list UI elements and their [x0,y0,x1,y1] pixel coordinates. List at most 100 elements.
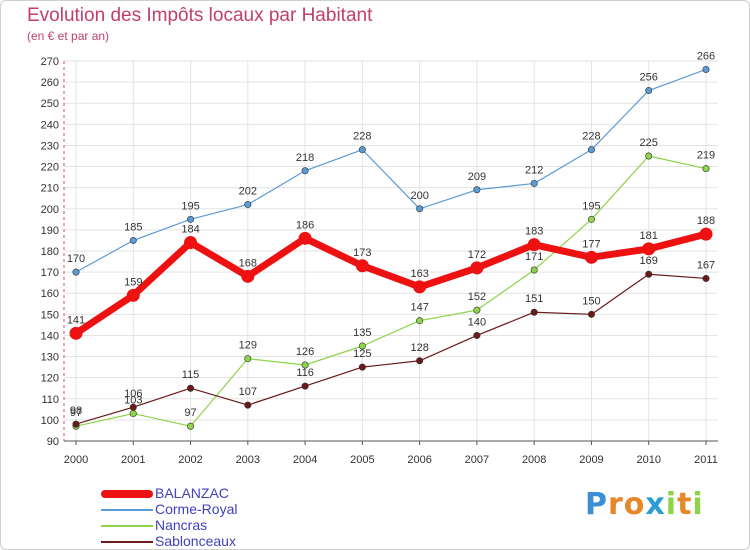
data-label-balanzac: 163 [410,268,428,280]
y-tick-label: 240 [41,119,59,131]
logo-letter: i [692,487,704,522]
data-label-corme-royal: 195 [181,200,199,212]
data-point-nancras [530,266,538,274]
data-point-sablonceaux [129,403,137,411]
data-label-sablonceaux: 140 [468,316,486,328]
data-label-corme-royal: 228 [582,131,600,143]
y-tick-label: 270 [41,56,59,68]
data-label-corme-royal: 256 [640,72,658,84]
legend-label: Corme-Royal [155,501,238,517]
legend-item-balanzac: BALANZAC [101,485,301,502]
data-label-nancras: 171 [525,251,543,263]
data-label-nancras: 103 [124,395,142,407]
logo-letter: r [608,487,624,522]
data-point-balanzac [298,231,312,245]
legend-item-corme-royal: Corme-Royal [101,501,301,518]
data-point-sablonceaux [358,363,366,371]
data-point-balanzac [699,227,713,241]
y-tick-label: 210 [41,183,59,195]
series-line-balanzac [72,230,710,337]
data-point-nancras [358,342,366,350]
data-point-sablonceaux [473,331,481,339]
y-tick-label: 250 [41,98,59,110]
data-point-balanzac [126,288,140,302]
logo-letter: x [645,487,666,522]
data-label-nancras: 135 [353,327,371,339]
y-tick-label: 130 [41,352,59,364]
data-point-nancras [587,215,595,223]
data-point-sablonceaux [530,308,538,316]
data-label-sablonceaux: 151 [525,293,543,305]
logo-letter: t [677,487,693,522]
data-label-sablonceaux: 150 [582,295,600,307]
legend-swatch [101,509,153,511]
data-label-nancras: 195 [582,200,600,212]
data-point-corme-royal [129,236,137,244]
data-point-nancras [645,152,653,160]
x-tick-label: 2001 [121,454,145,466]
data-label-balanzac: 159 [124,276,142,288]
data-label-corme-royal: 200 [410,190,428,202]
series-line-sablonceaux [75,273,707,425]
y-tick-label: 150 [41,309,59,321]
proxiti-logo: Proxiti [585,487,704,522]
data-label-balanzac: 188 [697,215,715,227]
data-label-corme-royal: 212 [525,164,543,176]
data-label-sablonceaux: 107 [239,386,257,398]
data-point-corme-royal [702,65,710,73]
data-label-corme-royal: 209 [468,171,486,183]
data-label-balanzac: 186 [296,219,314,231]
x-tick-label: 2009 [579,454,603,466]
data-point-corme-royal [72,268,80,276]
data-point-corme-royal [530,179,538,187]
data-point-sablonceaux [702,274,710,282]
y-tick-label: 100 [41,415,59,427]
data-label-sablonceaux: 167 [697,259,715,271]
y-tick-label: 230 [41,140,59,152]
x-tick-label: 2008 [522,454,546,466]
x-tick-label: 2000 [64,454,88,466]
data-label-corme-royal: 185 [124,221,142,233]
logo-letter: o [623,487,646,522]
legend-item-sablonceaux: Sablonceaux [101,533,301,549]
data-point-sablonceaux [587,310,595,318]
logo-letter: P [585,487,608,522]
y-tick-label: 220 [41,162,59,174]
legend-label: Sablonceaux [155,533,236,549]
data-label-sablonceaux: 128 [410,342,428,354]
legend-label: Nancras [155,517,208,533]
data-point-balanzac [642,242,656,256]
data-label-corme-royal: 266 [697,50,715,62]
data-point-balanzac [470,261,484,275]
legend: BALANZAC Corme-Royal Nancras Sablonceaux [101,485,301,549]
x-tick-label: 2010 [636,454,660,466]
data-point-sablonceaux [645,270,653,278]
data-label-nancras: 152 [468,291,486,303]
data-label-balanzac: 172 [468,249,486,261]
y-tick-label: 170 [41,267,59,279]
data-label-nancras: 97 [184,407,196,419]
legend-swatch [101,490,153,498]
data-label-sablonceaux: 169 [640,255,658,267]
data-point-sablonceaux [301,382,309,390]
logo-letter: i [665,487,678,522]
data-point-corme-royal [244,201,252,209]
y-tick-label: 140 [41,330,59,342]
x-tick-label: 2005 [350,454,374,466]
data-point-nancras [702,165,710,173]
data-label-sablonceaux: 115 [182,369,200,381]
data-point-corme-royal [187,215,195,223]
data-point-balanzac [413,280,427,294]
data-label-sablonceaux: 116 [296,367,314,379]
series-line-corme-royal [75,68,707,273]
data-label-balanzac: 168 [239,257,257,269]
data-point-balanzac [69,326,83,340]
data-point-nancras [244,355,252,363]
data-label-balanzac: 141 [67,314,85,326]
data-point-sablonceaux [72,420,80,428]
y-tick-label: 200 [41,204,59,216]
y-tick-label: 190 [41,225,59,237]
data-point-balanzac [184,236,198,250]
